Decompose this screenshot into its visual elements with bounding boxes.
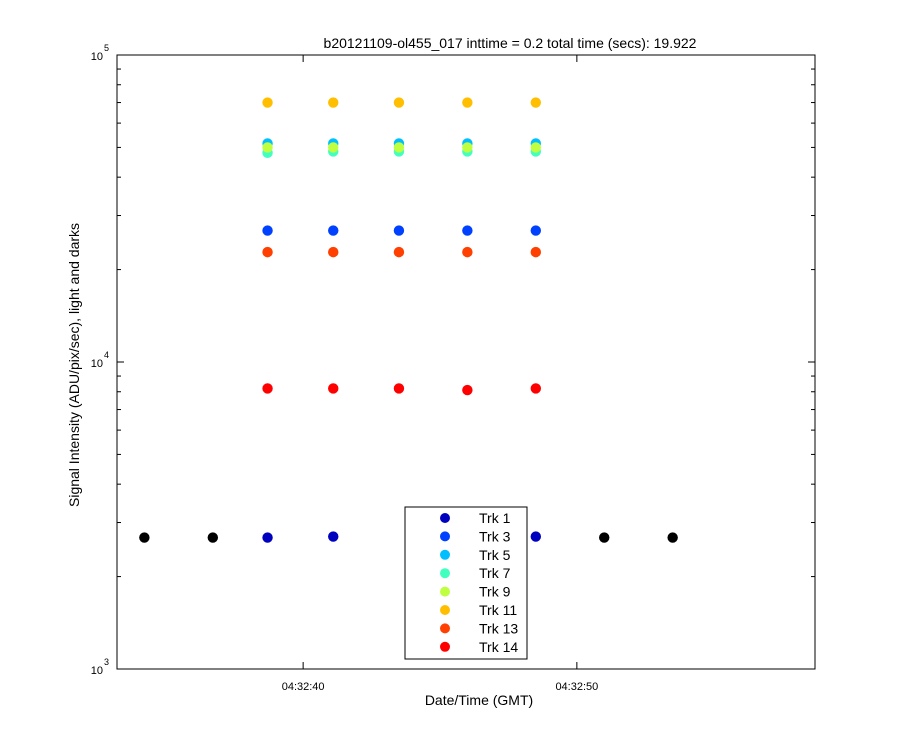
legend-box	[404, 506, 528, 660]
data-point	[328, 383, 339, 394]
data-point	[462, 384, 473, 396]
data-point	[262, 532, 273, 543]
legend-label: Trk 11	[479, 602, 517, 618]
y-axis-label: Signal Intensity (ADU/pix/sec), light an…	[66, 223, 82, 507]
legend-marker	[440, 549, 450, 560]
axis-ticks	[117, 54, 815, 670]
legend-label: Trk 9	[479, 584, 511, 600]
legend-label: Trk 7	[479, 565, 511, 581]
data-point	[530, 383, 541, 394]
legend-marker	[440, 605, 450, 615]
data-point	[393, 142, 405, 153]
data-point	[393, 225, 405, 236]
y-tick-label-base: 10	[91, 358, 103, 370]
data-point	[328, 225, 339, 236]
data-point	[139, 532, 150, 543]
legend-marker	[440, 623, 450, 634]
x-tick-label: 04:32:50	[555, 681, 598, 693]
data-point	[462, 246, 473, 258]
x-tick-label: 04:32:40	[282, 681, 325, 693]
data-point	[262, 225, 273, 236]
data-point	[667, 532, 678, 543]
data-point	[530, 225, 541, 236]
data-point	[530, 531, 541, 542]
y-tick-label-exponent: 5	[104, 43, 109, 53]
data-point	[393, 383, 405, 394]
data-point	[328, 97, 339, 108]
legend-marker	[440, 531, 450, 542]
data-point	[462, 225, 473, 236]
legend-label: Trk 3	[479, 528, 511, 544]
y-tick-label-base: 10	[91, 51, 103, 63]
legend-marker	[440, 568, 450, 579]
data-point	[530, 97, 541, 108]
data-point	[530, 246, 541, 258]
y-tick-label-base: 10	[91, 665, 103, 677]
y-tick-label-exponent: 4	[104, 350, 109, 360]
data-point	[462, 142, 473, 153]
legend-label: Trk 14	[479, 639, 518, 655]
y-tick-label-exponent: 3	[104, 657, 109, 667]
legend-marker	[440, 513, 450, 523]
legend-marker	[440, 586, 450, 597]
data-point	[262, 97, 273, 108]
data-point	[393, 246, 405, 258]
legend-label: Trk 13	[479, 620, 518, 636]
data-point	[328, 246, 339, 258]
legend-marker	[440, 641, 450, 652]
data-point	[262, 142, 273, 153]
legend: Trk 1 Trk 3 Trk 5 Trk 7 Trk 9 Trk 11 Trk 13 Trk…	[404, 506, 528, 660]
data-point	[328, 142, 339, 153]
data-point	[262, 383, 273, 394]
data-points	[139, 97, 678, 543]
data-point	[207, 532, 219, 543]
legend-label: Trk 5	[479, 547, 511, 563]
data-point	[262, 246, 273, 258]
chart-title: b20121109-ol455_017 inttime = 0.2 total …	[324, 35, 697, 51]
x-axis-label: Date/Time (GMT)	[425, 692, 533, 708]
data-point	[462, 97, 473, 108]
data-point	[328, 531, 339, 542]
legend-label: Trk 1	[479, 510, 511, 526]
x-tick-labels: 04:32:40 04:32:50	[282, 681, 599, 693]
data-point	[599, 532, 610, 543]
data-point	[393, 97, 405, 108]
data-point	[530, 142, 541, 153]
